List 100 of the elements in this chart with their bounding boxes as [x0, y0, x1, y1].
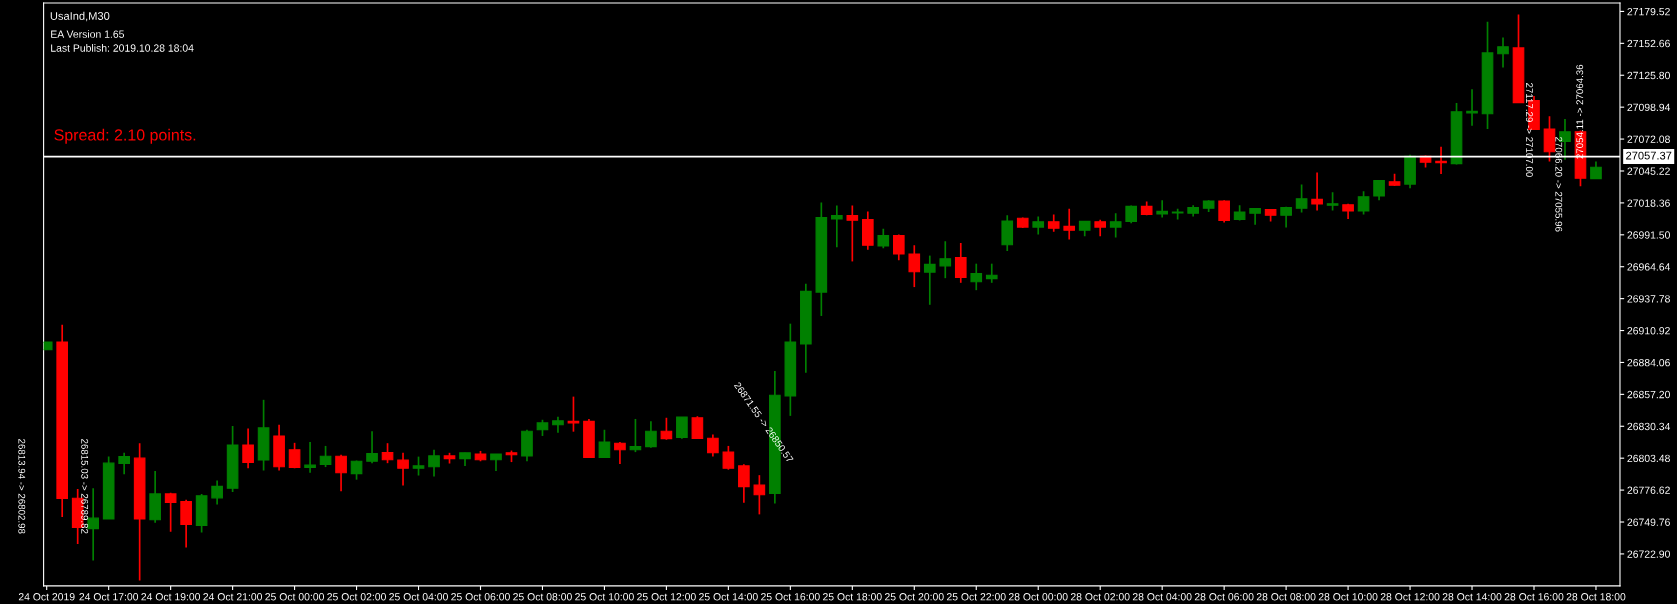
candlestick [397, 451, 409, 487]
y-tick-label: 27179.52 [1627, 7, 1670, 16]
candlestick [304, 441, 316, 474]
x-tick-label: 25 Oct 22:00 [946, 593, 1006, 601]
annotation: EA Version 1.65 [51, 30, 124, 38]
candlestick [1357, 190, 1370, 216]
candlestick [366, 430, 378, 464]
x-tick-label: 28 Oct 02:00 [1070, 593, 1130, 601]
candlestick [1311, 171, 1323, 212]
ref-line-label: 27057.37 [1626, 151, 1672, 160]
candlestick [831, 204, 843, 249]
candlestick [1435, 145, 1447, 175]
candlestick [1218, 199, 1230, 224]
x-tick-label: 25 Oct 00:00 [265, 593, 324, 601]
x-tick-label: 28 Oct 18:00 [1566, 593, 1626, 601]
candlestick [1109, 212, 1122, 239]
y-tick-label: 27098.94 [1627, 103, 1671, 112]
candlestick [985, 262, 998, 284]
x-tick-label: 25 Oct 02:00 [327, 593, 386, 601]
annotation: 27066.20 -> 27055.96 [1555, 137, 1563, 232]
x-tick-label: 24 Oct 21:00 [203, 593, 263, 601]
x-tick-label: 28 Oct 04:00 [1132, 593, 1192, 601]
x-tick-label: 28 Oct 12:00 [1380, 593, 1440, 601]
candlestick [908, 244, 921, 288]
text: UsaInd,M30 [50, 11, 110, 22]
x-tick-label: 25 Oct 16:00 [761, 593, 820, 601]
y-tick-label: 27045.22 [1627, 167, 1670, 175]
text: 26813.94 -> 26802.98 [18, 439, 26, 534]
y-tick-label: 26722.90 [1627, 550, 1670, 558]
candlestick [567, 395, 580, 433]
y-tick-label: 27018.36 [1627, 199, 1670, 207]
y-tick-label: 26776.62 [1627, 486, 1670, 494]
y-tick-label: 26964.64 [1627, 263, 1671, 271]
candlestick [335, 453, 347, 493]
x-tick-label: 25 Oct 20:00 [884, 593, 944, 601]
x-tick-label: 28 Oct 06:00 [1194, 593, 1254, 601]
candlestick [645, 420, 657, 449]
annotation: 27117.29 -> 27107.00 [1525, 83, 1533, 177]
x-tick-label: 28 Oct 00:00 [1008, 593, 1068, 601]
candlestick [970, 262, 983, 292]
x-tick-label: 24 Oct 19:00 [141, 593, 201, 601]
candlestick [598, 428, 611, 459]
x-tick-label: 25 Oct 12:00 [637, 593, 696, 601]
x-tick-label: 28 Oct 10:00 [1318, 593, 1378, 601]
x-tick-label: 25 Oct 08:00 [513, 593, 572, 601]
candlestick [1466, 88, 1478, 127]
candlestick [1543, 115, 1556, 163]
x-tick-label: 25 Oct 10:00 [575, 593, 634, 601]
y-tick-label: 26749.76 [1627, 518, 1670, 526]
candlestick [211, 479, 223, 506]
candlestick [954, 242, 967, 284]
candlestick [118, 451, 130, 476]
candlestick [676, 416, 688, 440]
candlestick [319, 445, 332, 468]
candlestick [381, 442, 394, 464]
x-tick-label: 28 Oct 14:00 [1442, 593, 1502, 601]
candlestick [892, 233, 905, 262]
y-tick-label: 27152.66 [1627, 39, 1670, 48]
x-tick-label: 24 Oct 2019 [18, 593, 75, 601]
annotation: 26815.03 -> 26789.82 [81, 439, 89, 534]
candlestick [164, 491, 177, 533]
candlestick [691, 415, 704, 440]
candlestick [1326, 191, 1339, 212]
y-tick-label: 27125.80 [1627, 71, 1670, 80]
candlestick [877, 227, 890, 250]
candlestick [660, 416, 673, 441]
annotation: Spread: 2.10 points. [54, 128, 196, 144]
candlestick [87, 487, 100, 562]
candlestick [242, 427, 254, 470]
candlestick [1001, 214, 1014, 252]
y-tick-label: 26857.20 [1627, 390, 1670, 399]
candlestick [939, 240, 952, 280]
candlestick [707, 433, 719, 458]
candlestick [412, 455, 425, 477]
x-tick-label: 25 Oct 04:00 [389, 593, 448, 601]
y-tick-label: 26991.50 [1627, 231, 1670, 239]
y-tick-label: 26910.92 [1627, 327, 1670, 335]
candlestick [722, 445, 735, 471]
x-tick-label: 25 Oct 06:00 [451, 593, 510, 601]
y-tick-label: 27072.08 [1627, 135, 1670, 143]
x-tick-label: 25 Oct 18:00 [823, 593, 882, 601]
y-tick-label: 26937.78 [1627, 295, 1670, 303]
candlestick [1032, 215, 1045, 236]
x-tick-label: 28 Oct 08:00 [1256, 593, 1316, 601]
y-tick-label: 26884.06 [1627, 358, 1670, 367]
candlestick [180, 498, 192, 549]
candlestick [1497, 36, 1509, 69]
annotation: 27054.11 -> 27064.36 [1576, 64, 1584, 159]
candlestick [1156, 199, 1168, 219]
y-tick-label: 26803.48 [1627, 454, 1670, 463]
candlestick [738, 463, 750, 504]
x-tick-label: 24 Oct 17:00 [79, 593, 139, 601]
candlestick [428, 448, 440, 478]
candlestick [753, 474, 766, 516]
candlestick [629, 418, 642, 453]
candlestick [1373, 179, 1385, 202]
candlestick [1295, 183, 1308, 214]
x-tick-label: 28 Oct 16:00 [1504, 593, 1564, 601]
candlestick [288, 442, 301, 470]
y-tick-label: 26830.34 [1627, 422, 1671, 431]
